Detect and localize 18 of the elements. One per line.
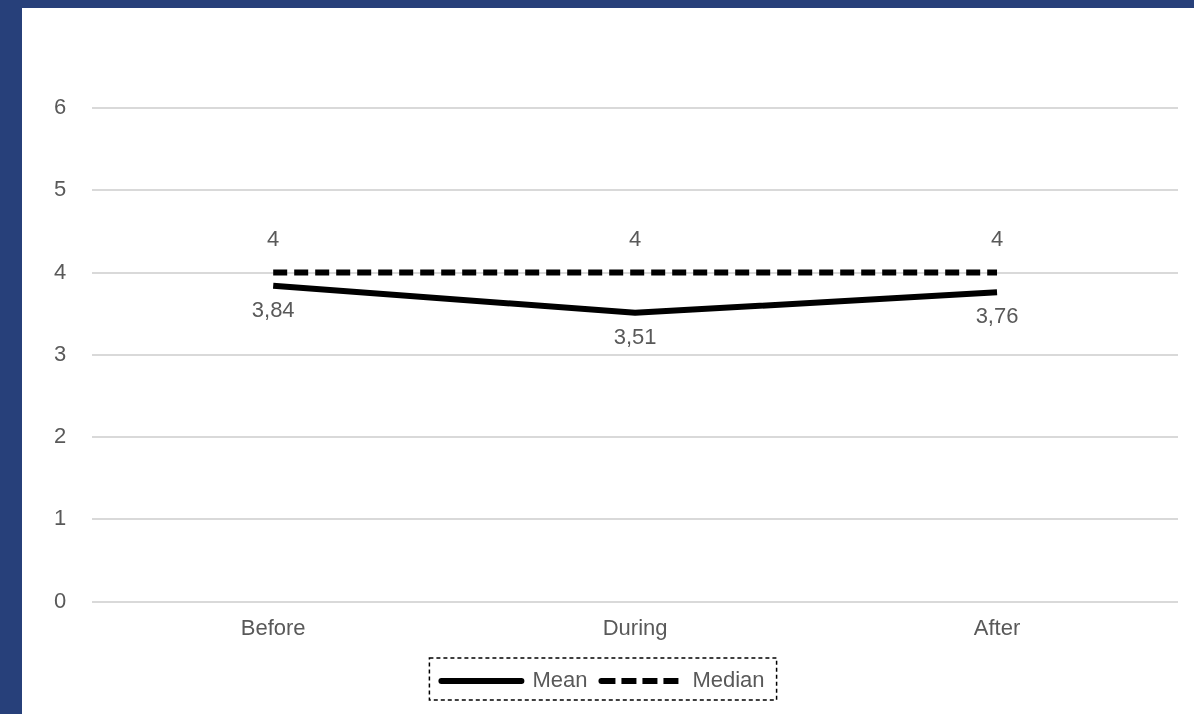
y-tick-label: 3 [53, 340, 67, 366]
y-tick-label: 1 [53, 505, 67, 531]
legend-label: Median [692, 667, 765, 693]
data-label: 4 [990, 225, 1004, 251]
data-label: 3,84 [251, 296, 295, 322]
data-label: 4 [628, 225, 642, 251]
data-label: 3,76 [975, 303, 1019, 329]
x-tick-label: After [973, 614, 1021, 640]
legend-label: Mean [532, 667, 588, 693]
y-tick-label: 4 [53, 258, 67, 284]
x-tick-label: Before [240, 614, 306, 640]
data-label: 3,51 [613, 323, 657, 349]
y-tick-label: 2 [53, 423, 67, 449]
x-tick-label: During [602, 614, 668, 640]
data-label: 4 [267, 225, 280, 251]
y-tick-label: 6 [53, 94, 67, 120]
y-tick-label: 5 [53, 176, 67, 202]
y-tick-label: 0 [53, 587, 67, 613]
